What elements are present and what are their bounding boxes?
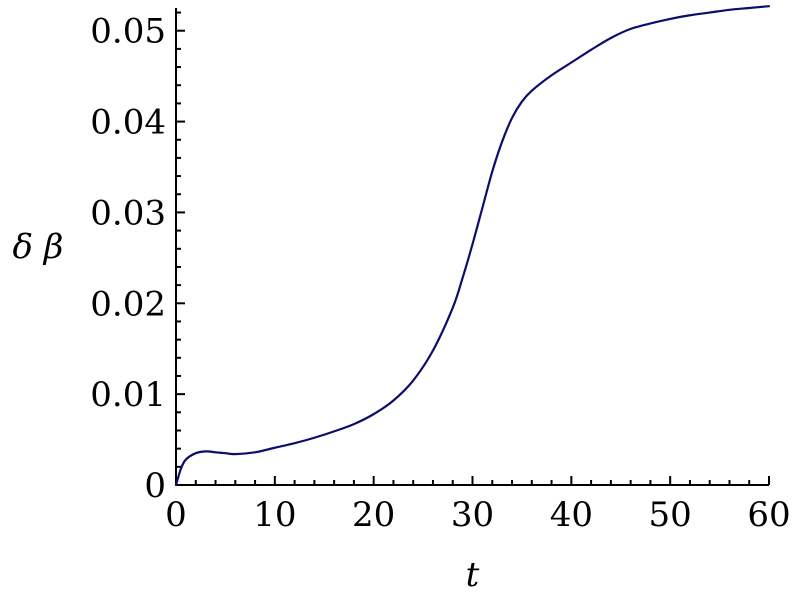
major-ticks [175, 29, 770, 486]
x-tick-label: 10 [253, 495, 296, 535]
minor-ticks [176, 11, 751, 485]
tick-labels: 0 10 20 30 40 50 60 0 0.01 0.02 0.03 0.04 0.05 [90, 12, 790, 535]
series-line [174, 5, 771, 487]
x-axis-label: t [466, 555, 480, 595]
x-tick-label: 0 [165, 495, 187, 535]
y-tick-label: 0.01 [90, 375, 166, 415]
x-tick-label: 40 [550, 495, 593, 535]
y-axis-label: δ β [13, 227, 64, 267]
x-tick-label: 20 [352, 495, 395, 535]
y-tick-label: 0 [144, 466, 166, 506]
y-tick-label: 0.04 [90, 103, 166, 143]
y-tick-label: 0.03 [90, 193, 166, 233]
x-tick-label: 30 [451, 495, 494, 535]
y-tick-label: 0.02 [90, 284, 166, 324]
y-tick-label: 0.05 [90, 12, 166, 52]
x-tick-label: 60 [747, 495, 790, 535]
x-tick-label: 50 [649, 495, 692, 535]
